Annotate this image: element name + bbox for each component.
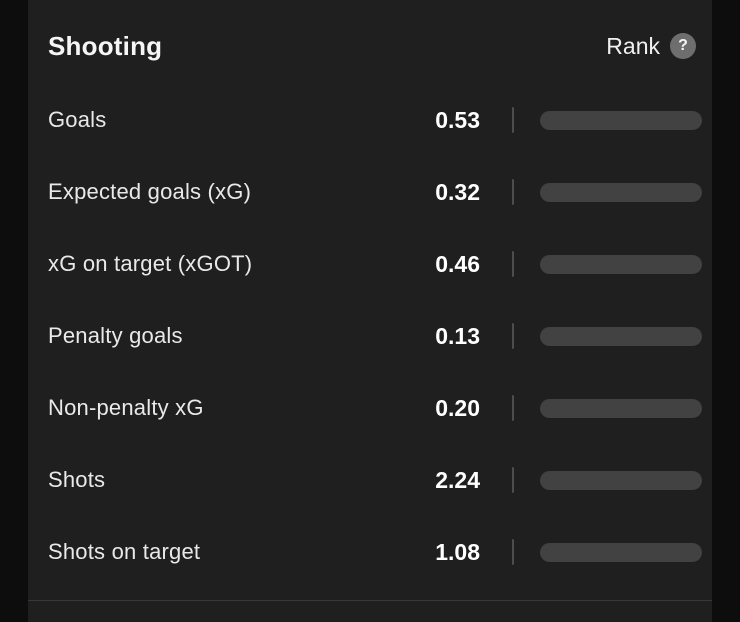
stat-value: 1.08 bbox=[435, 538, 480, 565]
section-header: Shooting Rank ? bbox=[48, 26, 702, 66]
stat-label: Shots bbox=[48, 467, 106, 492]
stat-row-penalty-goals: Penalty goals 0.13 bbox=[48, 300, 702, 372]
stat-label: Penalty goals bbox=[48, 323, 183, 348]
stat-value: 0.32 bbox=[435, 178, 480, 205]
stat-label: Shots on target bbox=[48, 539, 201, 564]
stat-label: xG on target (xGOT) bbox=[48, 251, 253, 276]
stat-bar-track bbox=[540, 542, 702, 562]
stat-value: 2.24 bbox=[435, 466, 480, 493]
stat-bar-track bbox=[540, 398, 702, 418]
value-divider bbox=[512, 323, 514, 349]
stat-row-expected-goals: Expected goals (xG) 0.32 bbox=[48, 156, 702, 228]
stat-bar-track bbox=[540, 254, 702, 274]
stat-value: 0.20 bbox=[435, 394, 480, 421]
stat-row-non-penalty-xg: Non-penalty xG 0.20 bbox=[48, 372, 702, 444]
stat-row-shots: Shots 2.24 bbox=[48, 444, 702, 516]
stat-label: Non-penalty xG bbox=[48, 395, 204, 420]
help-icon[interactable]: ? bbox=[670, 33, 696, 59]
stat-label: Goals bbox=[48, 107, 107, 132]
stat-bar-track bbox=[540, 182, 702, 202]
shooting-stats-card: Shooting Rank ? Goals 0.53 Expected goal… bbox=[28, 0, 712, 622]
rank-header: Rank ? bbox=[606, 33, 696, 60]
stat-label: Expected goals (xG) bbox=[48, 179, 252, 204]
value-divider bbox=[512, 395, 514, 421]
stat-bar-track bbox=[540, 326, 702, 346]
value-divider bbox=[512, 107, 514, 133]
stat-value: 0.53 bbox=[435, 106, 480, 133]
stat-bar-track bbox=[540, 110, 702, 130]
stat-row-shots-on-target: Shots on target 1.08 bbox=[48, 516, 702, 588]
stat-value: 0.13 bbox=[435, 322, 480, 349]
stat-bar-track bbox=[540, 470, 702, 490]
value-divider bbox=[512, 539, 514, 565]
rank-label: Rank bbox=[606, 32, 660, 59]
stat-rows: Goals 0.53 Expected goals (xG) 0.32 xG o… bbox=[48, 84, 702, 588]
stat-row-xg-on-target: xG on target (xGOT) 0.46 bbox=[48, 228, 702, 300]
value-divider bbox=[512, 467, 514, 493]
section-bottom-divider bbox=[28, 600, 712, 601]
value-divider bbox=[512, 251, 514, 277]
section-title: Shooting bbox=[48, 30, 163, 61]
stat-row-goals: Goals 0.53 bbox=[48, 84, 702, 156]
value-divider bbox=[512, 179, 514, 205]
stat-value: 0.46 bbox=[435, 250, 480, 277]
